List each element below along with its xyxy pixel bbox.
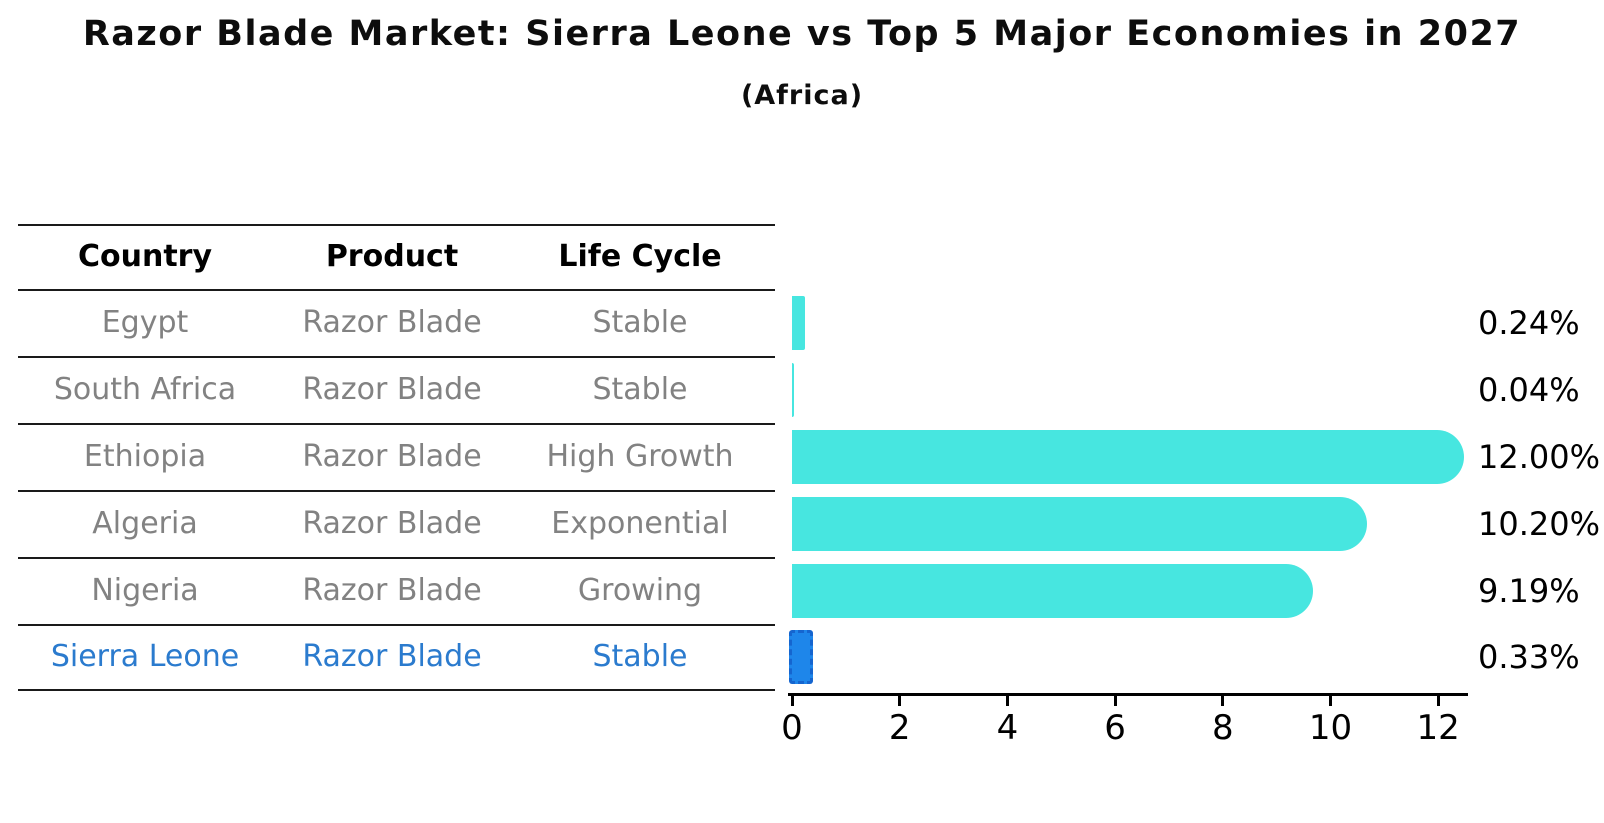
table-cell-nigeria-country: Nigeria: [91, 572, 199, 608]
chart-title: Razor Blade Market: Sierra Leone vs Top …: [82, 14, 1522, 54]
table-cell-egypt-life-cycle: Stable: [592, 304, 688, 340]
value-label-sierra-leone: 0.33%: [1478, 637, 1580, 676]
x-axis-ticklabel-0: 0: [781, 708, 803, 748]
table-cell-south-africa-product: Razor Blade: [302, 371, 482, 407]
table-cell-algeria-product: Razor Blade: [302, 505, 482, 541]
table-cell-ethiopia-life-cycle: High Growth: [546, 438, 734, 474]
table-rule: [18, 689, 775, 691]
table-rule: [18, 224, 775, 226]
x-axis-ticklabel-6: 6: [1104, 708, 1126, 748]
table-cell-egypt-product: Razor Blade: [302, 304, 482, 340]
table-rule: [18, 356, 775, 358]
table-cell-ethiopia-country: Ethiopia: [83, 438, 207, 474]
x-axis-ticklabel-12: 12: [1416, 708, 1460, 748]
table-header-country: Country: [77, 238, 213, 274]
x-axis-tick-8: [1221, 696, 1225, 706]
x-axis-tick-0: [790, 696, 794, 706]
bar-ethiopia: [792, 429, 1465, 484]
x-axis-tick-12: [1436, 696, 1440, 706]
table-cell-algeria-country: Algeria: [92, 505, 198, 541]
chart-subtitle: (Africa): [740, 80, 864, 111]
table-cell-nigeria-life-cycle: Growing: [577, 572, 703, 608]
x-axis-ticklabel-2: 2: [888, 708, 911, 748]
x-axis-tick-10: [1329, 696, 1332, 706]
x-axis-tick-4: [1005, 696, 1009, 706]
table-cell-sierra-leone-life-cycle: Stable: [592, 638, 688, 674]
table-rule: [18, 624, 775, 626]
x-axis-line: [788, 693, 1468, 696]
table-cell-algeria-life-cycle: Exponential: [551, 505, 729, 541]
bar-algeria: [792, 496, 1368, 551]
x-axis-ticklabel-10: 10: [1308, 708, 1353, 748]
bar-south-africa: [792, 362, 795, 417]
value-label-ethiopia: 12.00%: [1478, 437, 1601, 476]
x-axis-ticklabel-8: 8: [1211, 708, 1234, 748]
bar-egypt: [792, 295, 805, 350]
table-rule: [18, 490, 775, 492]
value-label-algeria: 10.20%: [1478, 504, 1601, 543]
table-cell-sierra-leone-product: Razor Blade: [302, 638, 482, 674]
table-cell-south-africa-country: South Africa: [53, 371, 237, 407]
table-header-product: Product: [325, 238, 459, 274]
table-cell-egypt-country: Egypt: [101, 304, 189, 340]
bar-nigeria: [792, 563, 1313, 618]
table-cell-ethiopia-product: Razor Blade: [302, 438, 482, 474]
value-label-south-africa: 0.04%: [1478, 370, 1580, 409]
table-cell-nigeria-product: Razor Blade: [302, 572, 482, 608]
table-rule: [18, 423, 775, 425]
table-rule: [18, 289, 775, 291]
table-cell-sierra-leone-country: Sierra Leone: [50, 638, 240, 674]
bar-sierra-leone: [789, 629, 813, 684]
table-header-life-cycle: Life Cycle: [558, 238, 722, 274]
value-label-egypt: 0.24%: [1478, 303, 1580, 342]
table-cell-south-africa-life-cycle: Stable: [592, 371, 688, 407]
value-label-nigeria: 9.19%: [1478, 571, 1580, 610]
x-axis-ticklabel-4: 4: [996, 708, 1019, 748]
x-axis-tick-6: [1113, 696, 1117, 706]
table-rule: [18, 557, 775, 559]
x-axis-tick-2: [898, 696, 902, 706]
